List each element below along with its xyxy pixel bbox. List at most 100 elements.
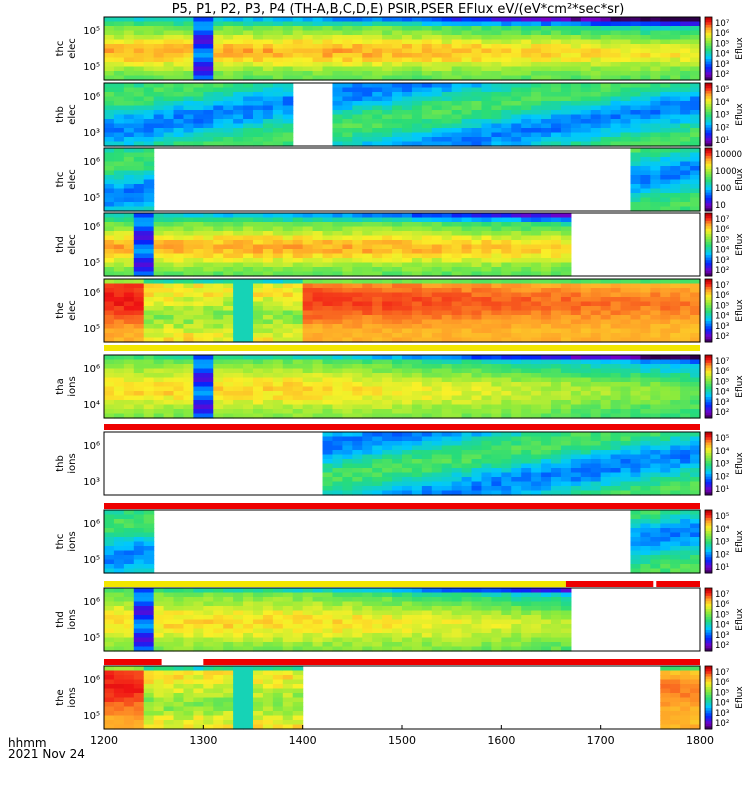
heatmap-cell	[272, 62, 284, 68]
heatmap-cell	[133, 170, 145, 176]
heatmap-cell	[113, 188, 125, 194]
heatmap-cell	[133, 101, 145, 107]
heatmap-cell	[183, 333, 194, 339]
heatmap-cell	[312, 377, 324, 383]
y-tick-label: 10⁶	[83, 288, 100, 299]
heatmap-cell	[511, 39, 522, 45]
heatmap-cell	[690, 333, 701, 339]
heatmap-cell	[143, 161, 155, 167]
heatmap-cell	[262, 301, 274, 307]
heatmap-cell	[461, 66, 473, 72]
heatmap-cell	[352, 391, 363, 397]
heatmap-cell	[541, 490, 552, 496]
heatmap-cell	[153, 283, 165, 289]
heatmap-cell	[402, 141, 413, 147]
heatmap-cell	[372, 110, 383, 116]
heatmap-cell	[183, 48, 194, 54]
heatmap-cell	[163, 297, 175, 303]
heatmap-cell	[104, 170, 115, 176]
heatmap-cell	[551, 450, 562, 456]
heatmap-cell	[411, 258, 423, 264]
heatmap-cell	[650, 364, 661, 370]
heatmap-cell	[302, 235, 314, 241]
heatmap-cell	[183, 105, 194, 111]
heatmap-cell	[203, 44, 214, 50]
heatmap-cell	[362, 119, 373, 125]
heatmap-cell	[610, 315, 622, 321]
heatmap-cell	[322, 459, 334, 465]
heatmap-cell	[272, 119, 284, 125]
y-axis-label: ions	[67, 453, 78, 473]
heatmap-cell	[660, 445, 671, 451]
heatmap-cell	[332, 368, 343, 374]
heatmap-cell	[213, 101, 224, 107]
heatmap-cell	[600, 450, 612, 456]
heatmap-cell	[342, 477, 353, 483]
heatmap-cell	[223, 244, 234, 250]
heatmap-cell	[113, 546, 125, 552]
y-axis-label: ions	[67, 376, 78, 396]
heatmap-cell	[372, 114, 383, 120]
colorbar-tick-label: 10³	[715, 60, 729, 70]
heatmap-cell	[163, 83, 175, 89]
heatmap-cell	[570, 459, 582, 465]
heatmap-cell	[451, 463, 463, 469]
heatmap-cell	[163, 57, 175, 63]
heatmap-cell	[382, 249, 393, 255]
heatmap-cell	[640, 53, 651, 59]
heatmap-cell	[411, 288, 423, 294]
heatmap-cell	[193, 364, 204, 370]
heatmap-cell	[173, 283, 185, 289]
heatmap-cell	[173, 48, 185, 54]
heatmap-cell	[372, 105, 383, 111]
heatmap-cell	[233, 222, 244, 228]
heatmap-cell	[680, 96, 691, 102]
heatmap-cell	[133, 532, 145, 538]
heatmap-cell	[511, 48, 522, 54]
heatmap-cell	[233, 57, 244, 63]
heatmap-cell	[143, 213, 155, 219]
heatmap-cell	[392, 450, 403, 456]
heatmap-cell	[511, 409, 522, 415]
heatmap-cell	[322, 463, 334, 469]
heatmap-cell	[511, 258, 522, 264]
heatmap-cell	[441, 123, 453, 129]
heatmap-cell	[620, 355, 632, 361]
heatmap-cell	[213, 249, 224, 255]
heatmap-cell	[203, 132, 214, 138]
heatmap-cell	[580, 114, 592, 120]
heatmap-cell	[551, 137, 562, 143]
heatmap-cell	[660, 202, 671, 208]
heatmap-cell	[551, 213, 562, 219]
heatmap-cell	[352, 62, 363, 68]
heatmap-cell	[123, 328, 135, 334]
colorbar-segment	[705, 231, 712, 235]
heatmap-cell	[590, 105, 602, 111]
heatmap-cell	[322, 53, 334, 59]
heatmap-cell	[640, 75, 651, 81]
heatmap-cell	[451, 240, 463, 246]
heatmap-cell	[600, 288, 612, 294]
heatmap-cell	[104, 179, 115, 185]
heatmap-cell	[521, 253, 532, 259]
colorbar-segment	[705, 386, 712, 390]
heatmap-cell	[471, 96, 483, 102]
heatmap-cell	[332, 262, 343, 268]
heatmap-cell	[670, 297, 681, 303]
heatmap-cell	[541, 391, 552, 397]
heatmap-cell	[501, 333, 512, 339]
heatmap-cell	[123, 39, 135, 45]
heatmap-cell	[133, 197, 145, 203]
colorbar-segment	[705, 432, 712, 436]
heatmap-cell	[352, 386, 363, 392]
heatmap-cell	[173, 231, 185, 237]
heatmap-cell	[362, 400, 373, 406]
heatmap-cell	[600, 75, 612, 81]
heatmap-cell	[431, 244, 443, 250]
heatmap-cell	[590, 141, 602, 147]
heatmap-cell	[332, 292, 343, 298]
heatmap-cell	[451, 231, 463, 237]
heatmap-cell	[352, 123, 363, 129]
heatmap-cell	[282, 337, 294, 343]
heatmap-cell	[680, 472, 691, 478]
